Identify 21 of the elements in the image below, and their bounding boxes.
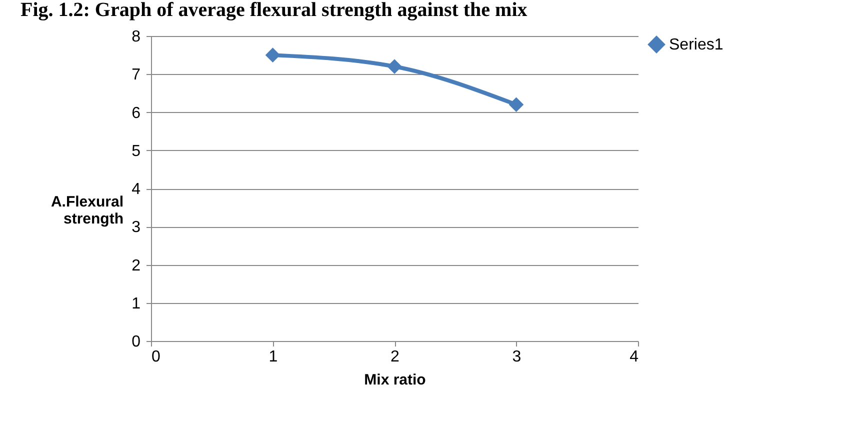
y-tick-label: 7: [132, 66, 141, 84]
x-tick-label: 2: [390, 348, 400, 366]
y-tick-label: 2: [132, 257, 141, 274]
chart-title: Fig. 1.2: Graph of average flexural strength against the mix: [20, 0, 528, 21]
x-axis-title: Mix ratio: [364, 372, 426, 388]
legend-label: Series1: [669, 36, 724, 54]
y-tick-label: 1: [132, 295, 141, 312]
point: [508, 97, 524, 112]
x-tick-label: 0: [152, 348, 160, 366]
y-tick-label: 3: [132, 219, 141, 236]
x-tick-label: 3: [512, 348, 522, 366]
y-tick-label: 8: [132, 28, 141, 46]
y-axis-title: A.Flexural strength: [50, 194, 124, 228]
x-tick-label: 1: [268, 348, 278, 366]
y-tick-label: 4: [132, 181, 141, 198]
point: [387, 59, 402, 74]
point: [265, 48, 280, 62]
y-tick-label: 6: [132, 104, 141, 122]
y-tick-label: 0: [132, 334, 141, 350]
y-tick-label: 5: [132, 142, 141, 160]
x-tick-label: 4: [630, 348, 639, 366]
